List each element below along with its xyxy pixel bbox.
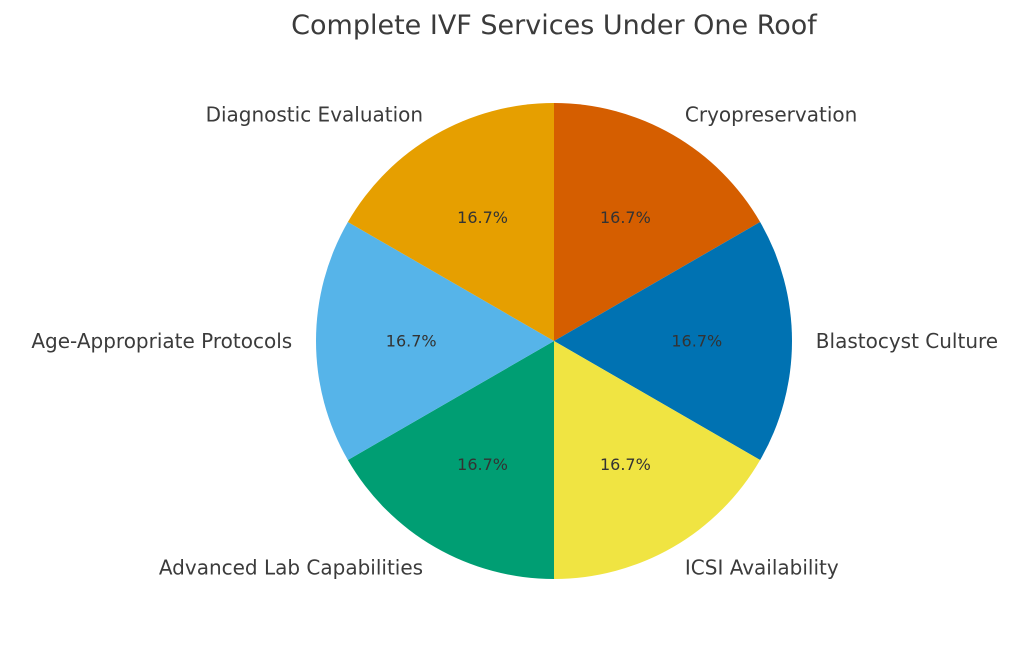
percent-label-cryopreservation: 16.7%: [600, 208, 651, 227]
chart-title: Complete IVF Services Under One Roof: [291, 10, 818, 41]
pie-slice-age-appropriate-protocols: [316, 222, 554, 460]
category-label-diagnostic-evaluation: Diagnostic Evaluation: [206, 102, 424, 126]
percent-label-icsi-availability: 16.7%: [600, 455, 651, 474]
percent-label-blastocyst-culture: 16.7%: [671, 332, 722, 351]
pie-slice-blastocyst-culture: [554, 222, 793, 460]
category-label-advanced-lab-capabilities: Advanced Lab Capabilities: [159, 556, 423, 580]
pie-slice-advanced-lab-capabilities: [347, 341, 554, 579]
pie-slice-cryopreservation: [554, 103, 761, 341]
pie-slices: [316, 103, 793, 579]
pie-slice-icsi-availability: [554, 341, 761, 579]
category-labels: Cryopreservation Blastocyst Culture ICSI A…: [31, 102, 998, 579]
category-label-blastocyst-culture: Blastocyst Culture: [816, 329, 998, 353]
category-label-cryopreservation: Cryopreservation: [685, 102, 857, 126]
percent-label-age-appropriate-protocols: 16.7%: [386, 332, 437, 351]
pie-slice-diagnostic-evaluation: [347, 103, 554, 341]
category-label-age-appropriate-protocols: Age-Appropriate Protocols: [31, 329, 292, 353]
percent-label-diagnostic-evaluation: 16.7%: [457, 208, 508, 227]
category-label-icsi-availability: ICSI Availability: [685, 556, 839, 580]
percent-labels: 16.7% 16.7% 16.7% 16.7% 16.7% 16.7%: [386, 208, 722, 474]
percent-label-advanced-lab-capabilities: 16.7%: [457, 455, 508, 474]
